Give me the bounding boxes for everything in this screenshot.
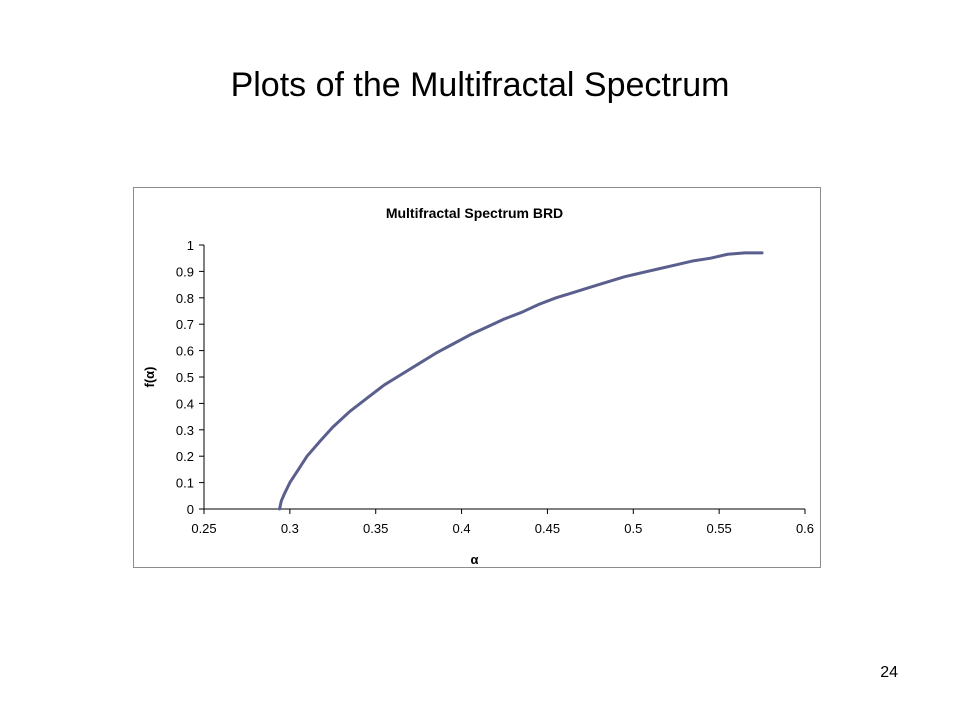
axes: 0.25 0.3 0.35 0.4 0.45 0.5 0.55 0.6 0 0.1 0.2 0.3 0.… bbox=[176, 238, 814, 536]
y-tick-label: 0.2 bbox=[176, 449, 194, 464]
x-tick-label: 0.35 bbox=[363, 521, 388, 536]
chart-container: Multifractal Spectrum BRD α f(α) 0.25 0.3… bbox=[133, 187, 821, 568]
x-tick-label: 0.45 bbox=[535, 521, 560, 536]
x-axis-label: α bbox=[471, 552, 479, 567]
x-tick-label: 0.55 bbox=[706, 521, 731, 536]
y-tick-label: 1 bbox=[187, 238, 194, 253]
y-tick-label: 0.6 bbox=[176, 344, 194, 359]
y-tick-label: 0.8 bbox=[176, 291, 194, 306]
x-tick-label: 0.25 bbox=[191, 521, 216, 536]
y-tick-label: 0.7 bbox=[176, 317, 194, 332]
slide-title: Plots of the Multifractal Spectrum bbox=[230, 66, 730, 104]
page-number: 24 bbox=[880, 664, 898, 681]
y-tick-label: 0.9 bbox=[176, 264, 194, 279]
chart-title: Multifractal Spectrum BRD bbox=[386, 205, 563, 221]
y-tick-label: 0.4 bbox=[176, 396, 194, 411]
chart-plot: Multifractal Spectrum BRD α f(α) 0.25 0.3… bbox=[142, 205, 814, 567]
y-axis-label: f(α) bbox=[142, 367, 157, 388]
x-tick-label: 0.3 bbox=[281, 521, 299, 536]
x-tick-label: 0.4 bbox=[453, 521, 471, 536]
y-tick-label: 0.3 bbox=[176, 423, 194, 438]
y-tick-label: 0.1 bbox=[176, 476, 194, 491]
x-tick-label: 0.5 bbox=[624, 521, 642, 536]
series-line bbox=[278, 251, 764, 511]
y-tick-label: 0 bbox=[187, 502, 194, 517]
x-tick-label: 0.6 bbox=[796, 521, 814, 536]
y-tick-label: 0.5 bbox=[176, 370, 194, 385]
series-layer bbox=[278, 251, 764, 511]
